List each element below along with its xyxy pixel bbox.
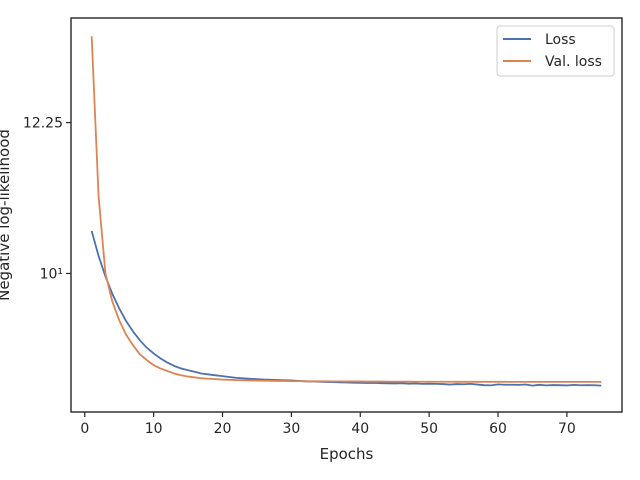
- val-loss-line: [90, 36, 602, 383]
- loss-line: [90, 230, 602, 387]
- y-tick-label: 12.25: [23, 116, 63, 132]
- plot-frame: [70, 17, 623, 413]
- x-tick-label: 40: [351, 421, 369, 437]
- y-axis: 10¹ 12.25: [23, 116, 71, 282]
- legend-label: Loss: [545, 32, 576, 48]
- x-tick-label: 10: [145, 421, 163, 437]
- x-axis-label: Epochs: [320, 445, 374, 463]
- y-tick-label: 10¹: [40, 266, 63, 282]
- legend: Loss Val. loss: [496, 25, 615, 77]
- series-layer: [90, 36, 602, 387]
- x-tick-label: 50: [420, 421, 438, 437]
- x-tick-label: 60: [489, 421, 507, 437]
- legend-label: Val. loss: [545, 54, 602, 70]
- x-tick-label: 70: [558, 421, 576, 437]
- x-tick-label: 20: [214, 421, 232, 437]
- x-tick-label: 0: [80, 421, 89, 437]
- y-axis-label: Negative log-likelihood: [0, 129, 13, 301]
- x-tick-label: 30: [282, 421, 300, 437]
- x-axis: 0 10 20 30 40 50 60 70: [80, 412, 576, 437]
